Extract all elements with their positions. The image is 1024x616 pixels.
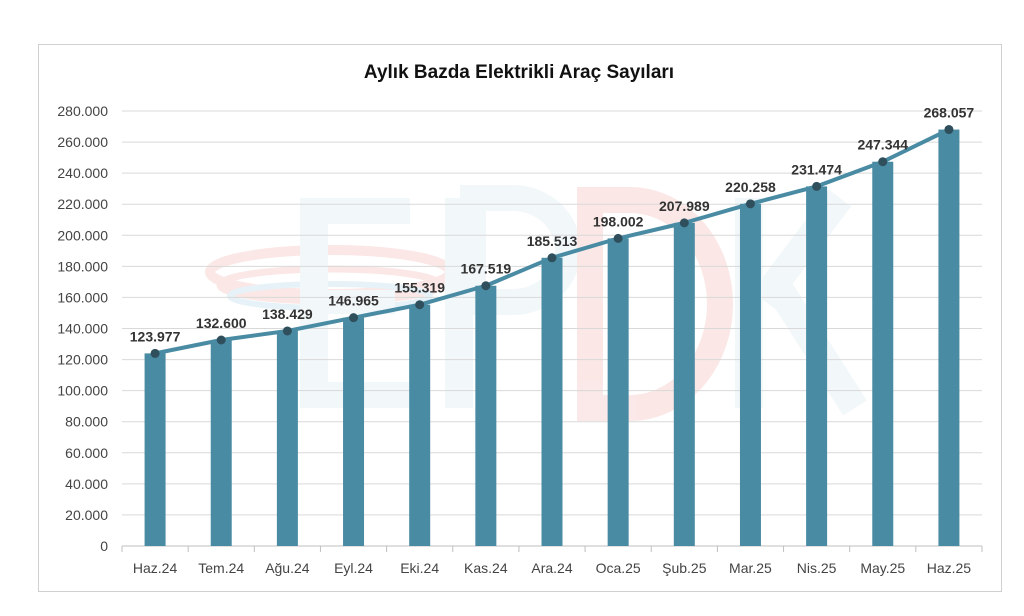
x-tick-label: Kas.24 <box>464 560 508 576</box>
bar <box>343 317 365 546</box>
x-tick-label: Şub.25 <box>662 560 707 576</box>
y-tick-label: 140.000 <box>57 321 108 337</box>
x-tick-label: Eyl.24 <box>334 560 373 576</box>
x-tick-label: Tem.24 <box>198 560 244 576</box>
bar <box>938 129 960 546</box>
data-labels: 123.977 132.600 138.429 146.965 155.319 167.5… <box>130 105 975 345</box>
data-point <box>944 125 954 135</box>
data-point <box>481 281 491 291</box>
data-point <box>216 335 226 345</box>
y-tick-label: 200.000 <box>57 227 108 243</box>
x-tick-label: Ara.24 <box>531 560 572 576</box>
bar <box>607 238 629 546</box>
bar <box>673 222 695 546</box>
data-label: 138.429 <box>262 306 313 322</box>
bar <box>144 353 166 546</box>
data-label: 231.474 <box>791 161 842 177</box>
data-label: 220.258 <box>725 179 776 195</box>
bars <box>144 129 960 546</box>
data-label: 198.002 <box>593 213 644 229</box>
data-point <box>415 300 425 310</box>
y-tick-label: 60.000 <box>65 445 108 461</box>
x-tick-label: Nis.25 <box>797 560 837 576</box>
data-point <box>349 313 359 323</box>
bar <box>210 339 232 546</box>
data-label: 207.989 <box>659 198 710 214</box>
data-point <box>878 157 888 167</box>
y-tick-label: 0 <box>100 538 108 554</box>
data-point <box>812 181 822 191</box>
y-tick-label: 260.000 <box>57 134 108 150</box>
x-tick-label: Eki.24 <box>400 560 439 576</box>
bar <box>276 330 298 546</box>
data-label: 132.600 <box>196 315 247 331</box>
data-label: 155.319 <box>394 280 445 296</box>
data-label: 247.344 <box>857 137 908 153</box>
y-tick-label: 100.000 <box>57 383 108 399</box>
bar <box>739 203 761 546</box>
data-point <box>150 348 160 358</box>
bar <box>475 285 497 546</box>
data-label: 123.977 <box>130 328 181 344</box>
data-label: 268.057 <box>924 105 975 121</box>
data-point <box>613 233 623 243</box>
data-label: 167.519 <box>461 261 512 277</box>
x-tick-label: Mar.25 <box>729 560 772 576</box>
x-tick-label: May.25 <box>860 560 905 576</box>
bar <box>541 257 563 546</box>
chart-title: Aylık Bazda Elektrikli Araç Sayıları <box>363 62 675 83</box>
bar <box>409 304 431 546</box>
data-label: 185.513 <box>527 233 578 249</box>
y-tick-label: 20.000 <box>65 507 108 523</box>
data-point <box>547 253 557 263</box>
x-tick-label: Oca.25 <box>596 560 641 576</box>
data-point <box>745 199 755 209</box>
y-tick-label: 180.000 <box>57 258 108 274</box>
y-tick-label: 280.000 <box>57 103 108 119</box>
y-tick-label: 160.000 <box>57 289 108 305</box>
y-tick-label: 120.000 <box>57 352 108 368</box>
x-tick-label: Ağu.24 <box>265 560 310 576</box>
data-point <box>679 218 689 228</box>
y-tick-label: 40.000 <box>65 476 108 492</box>
y-tick-label: 240.000 <box>57 165 108 181</box>
y-axis: 0 20.000 40.000 60.000 80.000 100.000 120.000 1… <box>57 103 108 554</box>
y-tick-label: 220.000 <box>57 196 108 212</box>
x-tick-label: Haz.25 <box>927 560 972 576</box>
trend-line <box>150 125 954 358</box>
y-tick-label: 80.000 <box>65 414 108 430</box>
x-tick-label: Haz.24 <box>133 560 178 576</box>
data-point <box>282 326 292 336</box>
bar <box>806 186 828 546</box>
x-axis: Haz.24 Tem.24 Ağu.24 Eyl.24 Eki.24 Kas.24 Ara.… <box>121 546 983 576</box>
chart-frame <box>38 44 1002 592</box>
data-label: 146.965 <box>328 293 379 309</box>
bar <box>872 161 894 546</box>
